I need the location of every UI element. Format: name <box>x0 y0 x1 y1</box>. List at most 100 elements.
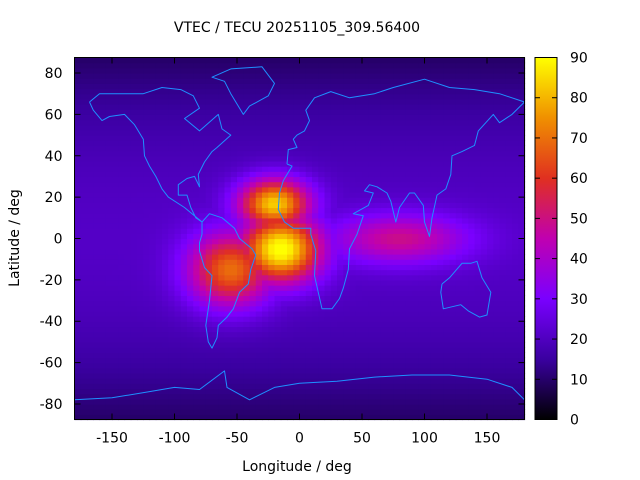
heatmap-cell <box>305 248 313 255</box>
heatmap-cell <box>130 300 138 307</box>
heatmap-cell <box>74 83 82 90</box>
heatmap-cell <box>499 176 507 183</box>
heatmap-cell <box>137 295 144 302</box>
heatmap-cell <box>149 135 157 141</box>
heatmap-cell <box>455 383 463 390</box>
heatmap-cell <box>430 310 438 317</box>
heatmap-cell <box>305 166 313 172</box>
heatmap-cell <box>380 202 388 209</box>
heatmap-cell <box>399 414 407 421</box>
heatmap-cell <box>312 414 319 421</box>
heatmap-cell <box>212 109 219 115</box>
heatmap-cell <box>387 78 394 84</box>
heatmap-cell <box>449 285 457 291</box>
heatmap-cell <box>149 243 157 250</box>
heatmap-cell <box>143 62 151 69</box>
heatmap-cell <box>474 310 482 317</box>
heatmap-cell <box>243 57 251 64</box>
heatmap-cell <box>249 62 257 69</box>
heatmap-cell <box>80 160 88 167</box>
heatmap-cell <box>330 191 338 198</box>
heatmap-cell <box>280 160 288 167</box>
heatmap-cell <box>418 222 426 229</box>
heatmap-cell <box>124 155 132 162</box>
heatmap-cell <box>230 238 238 245</box>
heatmap-cell <box>305 129 313 136</box>
heatmap-cell <box>455 259 463 265</box>
heatmap-cell <box>224 367 232 374</box>
heatmap-cell <box>449 254 457 260</box>
heatmap-cell <box>387 176 394 183</box>
heatmap-cell <box>424 357 432 364</box>
heatmap-cell <box>468 78 476 84</box>
heatmap-cell <box>149 78 157 84</box>
heatmap-cell <box>124 98 132 105</box>
heatmap-cell <box>512 290 519 296</box>
heatmap-cell <box>105 295 113 302</box>
heatmap-cell <box>349 176 357 183</box>
heatmap-cell <box>499 393 507 400</box>
heatmap-cell <box>212 129 219 136</box>
heatmap-cell <box>99 67 107 74</box>
heatmap-cell <box>380 135 388 141</box>
heatmap-cell <box>355 98 363 105</box>
heatmap-cell <box>99 88 107 95</box>
heatmap-cell <box>505 171 513 178</box>
heatmap-cell <box>237 171 244 178</box>
heatmap-cell <box>130 83 138 90</box>
heatmap-cell <box>380 171 388 178</box>
heatmap-cell <box>149 181 157 188</box>
heatmap-cell <box>280 316 288 322</box>
heatmap-cell <box>162 398 169 405</box>
heatmap-cell <box>305 383 313 390</box>
heatmap-cell <box>105 372 113 379</box>
heatmap-cell <box>199 279 207 286</box>
heatmap-cell <box>499 197 507 203</box>
heatmap-cell <box>99 104 107 110</box>
heatmap-cell <box>418 310 426 317</box>
heatmap-cell <box>512 274 519 281</box>
heatmap-cell <box>268 274 276 281</box>
heatmap-cell <box>324 171 332 178</box>
heatmap-cell <box>155 207 163 214</box>
heatmap-cell <box>218 403 226 410</box>
heatmap-cell <box>399 83 407 90</box>
heatmap-cell <box>462 243 469 250</box>
heatmap-cell <box>330 166 338 172</box>
heatmap-cell <box>137 336 144 343</box>
heatmap-cell <box>274 109 282 115</box>
heatmap-cell <box>430 124 438 131</box>
heatmap-cell <box>168 285 176 291</box>
heatmap-cell <box>518 362 526 369</box>
heatmap-cell <box>455 197 463 203</box>
heatmap-cell <box>155 83 163 90</box>
heatmap-cell <box>337 233 344 240</box>
heatmap-cell <box>299 331 307 338</box>
heatmap-cell <box>393 217 401 224</box>
heatmap-cell <box>255 181 263 188</box>
heatmap-cell <box>105 341 113 348</box>
heatmap-cell <box>374 316 382 322</box>
heatmap-cell <box>224 316 232 322</box>
heatmap-cell <box>124 383 132 390</box>
heatmap-cell <box>418 285 426 291</box>
heatmap-cell <box>199 176 207 183</box>
heatmap-cell <box>324 114 332 121</box>
heatmap-cell <box>237 378 244 384</box>
heatmap-cell <box>324 109 332 115</box>
heatmap-cell <box>418 414 426 421</box>
heatmap-cell <box>337 341 344 348</box>
heatmap-cell <box>374 124 382 131</box>
heatmap-cell <box>349 326 357 333</box>
heatmap-cell <box>124 336 132 343</box>
heatmap-cell <box>324 93 332 100</box>
heatmap-cell <box>493 347 501 353</box>
heatmap-cell <box>162 212 169 219</box>
heatmap-cell <box>355 321 363 328</box>
heatmap-cell <box>299 129 307 136</box>
heatmap-cell <box>274 310 282 317</box>
heatmap-cell <box>87 248 94 255</box>
heatmap-cell <box>168 326 176 333</box>
heatmap-cell <box>474 279 482 286</box>
heatmap-cell <box>118 409 126 415</box>
